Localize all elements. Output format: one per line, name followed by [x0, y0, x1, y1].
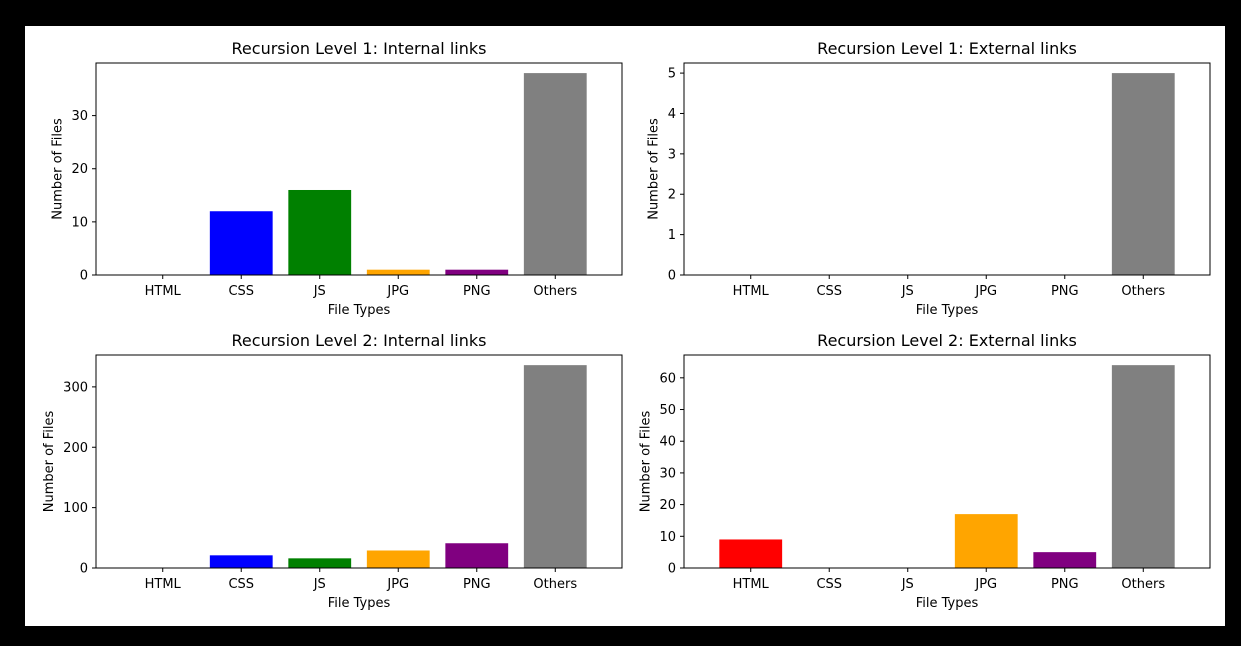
- x-tick-label: PNG: [463, 284, 491, 299]
- bar-others: [1111, 365, 1175, 568]
- x-tick-label: JS: [901, 577, 914, 592]
- x-tick-label: HTML: [145, 284, 182, 299]
- x-axis-label: File Types: [916, 303, 979, 318]
- x-tick-label: JS: [313, 284, 326, 299]
- chart-level2-internal: HTML CSS JS JPG PNG Others 0 100 200 300 Recursion…: [42, 331, 623, 611]
- bar-css: [209, 211, 273, 275]
- y-tick-label: 30: [71, 109, 88, 124]
- x-tick-label: CSS: [228, 577, 254, 592]
- x-tick-label: JS: [901, 284, 914, 299]
- chart-level2-external: HTML CSS JS JPG PNG Others 0 10 20 30 40 50 60 Recurs…: [638, 331, 1211, 611]
- x-tick-label: CSS: [228, 284, 254, 299]
- x-tick-label: PNG: [1051, 577, 1079, 592]
- y-tick-label: 60: [659, 371, 676, 386]
- axes-frame: [95, 62, 623, 276]
- y-tick-label: 100: [63, 501, 88, 516]
- y-tick-label: 1: [668, 228, 676, 243]
- y-tick-label: 200: [63, 441, 88, 456]
- x-tick-label: HTML: [145, 577, 182, 592]
- x-tick-label: PNG: [1051, 284, 1079, 299]
- x-axis-label: File Types: [916, 596, 979, 611]
- bar-jpg: [954, 514, 1018, 568]
- bar-others: [523, 73, 587, 275]
- y-axis-label: Number of Files: [50, 118, 65, 220]
- x-tick-label: JPG: [974, 577, 997, 592]
- x-axis-label: File Types: [328, 596, 391, 611]
- figure: HTML CSS JS JPG PNG Others 0 10 20 30 Recursion Le…: [25, 26, 1225, 626]
- bar-html: [719, 539, 783, 568]
- bar-js: [288, 558, 352, 568]
- y-tick-label: 0: [80, 562, 88, 577]
- x-tick-label: JPG: [974, 284, 997, 299]
- chart-title: Recursion Level 1: External links: [817, 39, 1077, 58]
- bar-others: [523, 365, 587, 568]
- x-tick-label: JPG: [386, 284, 409, 299]
- x-tick-label: Others: [533, 284, 577, 299]
- bar-png: [445, 269, 509, 275]
- bar-jpg: [366, 269, 430, 275]
- bar-css: [209, 555, 273, 568]
- y-tick-label: 40: [659, 435, 676, 450]
- chart-title: Recursion Level 2: Internal links: [232, 331, 487, 350]
- x-axis-label: File Types: [328, 303, 391, 318]
- chart-title: Recursion Level 1: Internal links: [232, 39, 487, 58]
- x-tick-label: Others: [533, 577, 577, 592]
- chart-title: Recursion Level 2: External links: [817, 331, 1077, 350]
- x-tick-label: JS: [313, 577, 326, 592]
- y-axis-label: Number of Files: [638, 411, 653, 513]
- y-tick-label: 20: [71, 162, 88, 177]
- y-tick-label: 3: [668, 147, 676, 162]
- axes-frame: [95, 354, 623, 569]
- x-tick-label: HTML: [733, 284, 770, 299]
- y-tick-label: 10: [71, 215, 88, 230]
- x-tick-label: PNG: [463, 577, 491, 592]
- bar-jpg: [366, 550, 430, 568]
- y-tick-label: 5: [668, 67, 676, 82]
- y-axis-label: Number of Files: [647, 118, 662, 220]
- y-tick-label: 2: [668, 188, 676, 203]
- y-tick-label: 0: [668, 562, 676, 577]
- y-tick-label: 50: [659, 403, 676, 418]
- x-tick-label: Others: [1121, 284, 1165, 299]
- axes-frame: [683, 62, 1211, 276]
- x-tick-label: CSS: [816, 577, 842, 592]
- y-tick-label: 0: [80, 269, 88, 284]
- y-axis-label: Number of Files: [42, 411, 57, 513]
- y-tick-label: 10: [659, 530, 676, 545]
- bar-png: [445, 543, 509, 568]
- x-tick-label: JPG: [386, 577, 409, 592]
- bar-js: [288, 189, 352, 275]
- axes-frame: [683, 354, 1211, 569]
- y-tick-label: 30: [659, 466, 676, 481]
- x-tick-label: Others: [1121, 577, 1165, 592]
- bar-png: [1033, 552, 1097, 568]
- y-tick-label: 20: [659, 498, 676, 513]
- bar-others: [1111, 73, 1175, 275]
- y-tick-label: 0: [668, 269, 676, 284]
- y-tick-label: 300: [63, 380, 88, 395]
- x-tick-label: CSS: [816, 284, 842, 299]
- chart-level1-external: HTML CSS JS JPG PNG Others 0 1 2 3 4 5 Recursion Lev…: [647, 39, 1211, 318]
- chart-level1-internal: HTML CSS JS JPG PNG Others 0 10 20 30 Recursion Le…: [50, 39, 623, 318]
- y-tick-label: 4: [668, 107, 676, 122]
- x-tick-label: HTML: [733, 577, 770, 592]
